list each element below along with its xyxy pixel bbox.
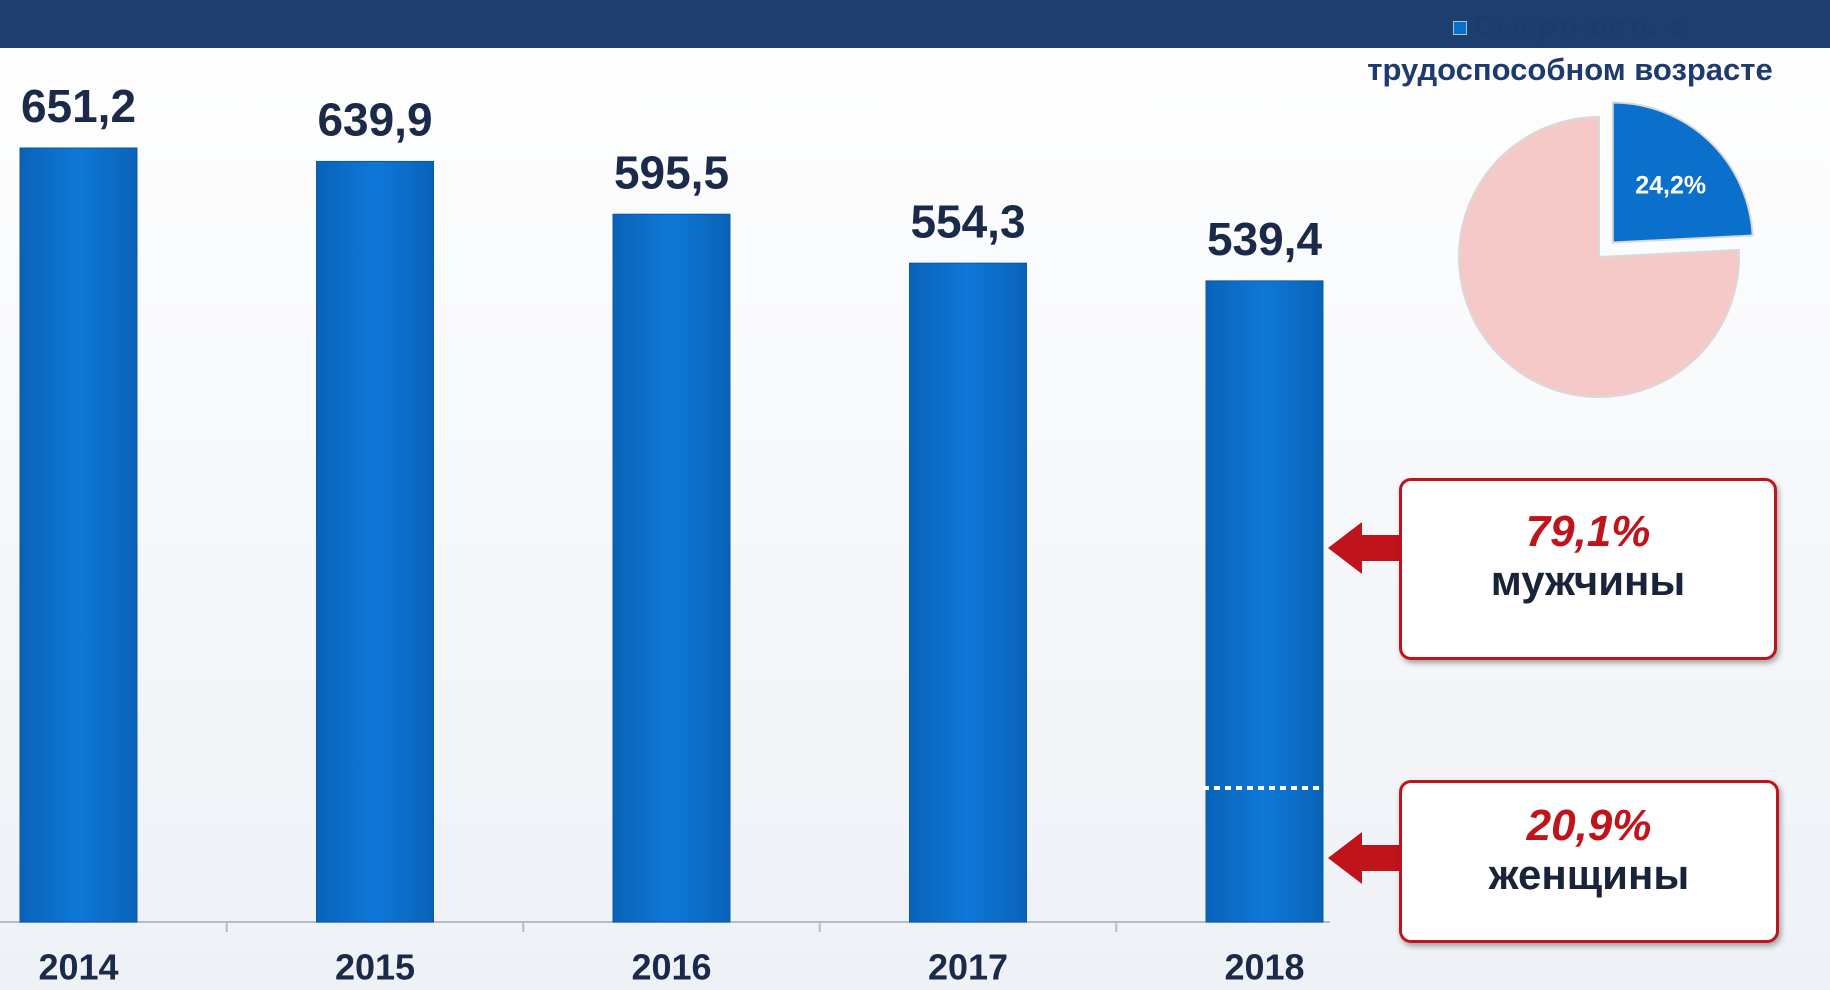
header-band [0, 0, 1830, 48]
bar [316, 160, 434, 923]
callout-arrow [1328, 522, 1400, 574]
bar [19, 147, 138, 923]
callout-pct: 20,9% [1526, 801, 1652, 850]
bar [612, 213, 731, 923]
callout-men: 79,1% мужчины [1399, 478, 1777, 660]
callout-text: мужчины [1490, 557, 1686, 604]
x-tick-label: 2015 [335, 947, 415, 988]
value-label: 639,9 [317, 94, 432, 146]
legend-swatch [1452, 20, 1467, 35]
pie-slice [1611, 101, 1754, 244]
callout-arrow [1328, 832, 1400, 884]
value-label: 539,4 [1207, 213, 1323, 265]
value-label: 595,5 [614, 146, 729, 198]
x-tick-label: 2016 [631, 947, 711, 988]
bar [909, 262, 1027, 923]
pie-label: 24,2% [1635, 171, 1706, 199]
bar [1205, 280, 1324, 923]
callout-women: 20,9% женщины [1399, 780, 1779, 943]
pie-slice [1458, 115, 1740, 398]
legend: Смертность в трудоспособном возрасте [1320, 4, 1820, 92]
callout-pct: 79,1% [1525, 507, 1651, 556]
x-tick-label: 2018 [1224, 947, 1304, 988]
x-tick-label: 2014 [38, 947, 118, 988]
value-label: 651,2 [21, 80, 136, 132]
legend-label: Смертность в трудоспособном возрасте [1367, 8, 1773, 87]
value-label: 554,3 [910, 195, 1025, 247]
callout-text: женщины [1488, 851, 1690, 898]
x-tick-label: 2017 [928, 947, 1008, 988]
